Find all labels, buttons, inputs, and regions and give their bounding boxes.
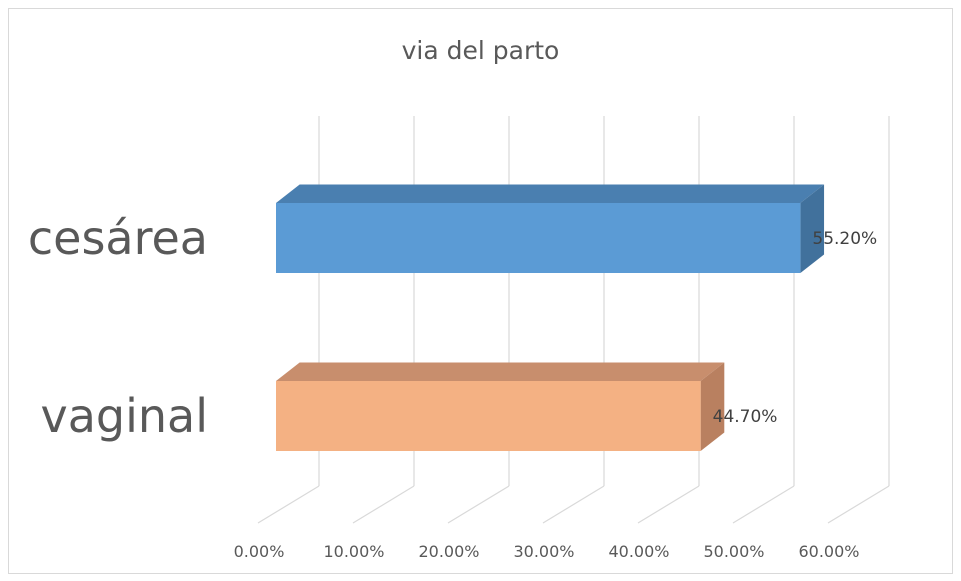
- bar-side-face: [800, 184, 825, 273]
- gridlines: [257, 116, 890, 524]
- chart-frame: [8, 8, 953, 574]
- floor-gridline: [637, 485, 700, 524]
- bar: [276, 203, 801, 273]
- data-label: 44.70%: [713, 407, 778, 427]
- floor-gridline: [257, 485, 320, 524]
- category-label: cesárea: [28, 211, 208, 265]
- x-tick-label: 30.00%: [513, 542, 574, 561]
- bar-side-face: [700, 362, 725, 451]
- x-tick-label: 10.00%: [323, 542, 384, 561]
- x-tick-labels: 0.00% 10.00% 20.00% 30.00% 40.00% 50.00% 60.00…: [234, 542, 860, 561]
- data-labels: 55.20% 44.70%: [713, 229, 878, 427]
- floor-gridline: [447, 485, 510, 524]
- x-tick-label: 50.00%: [703, 542, 764, 561]
- floor-gridline: [352, 485, 415, 524]
- floor-gridline: [732, 485, 795, 524]
- bar-top-face: [276, 184, 825, 203]
- data-label: 55.20%: [812, 229, 877, 249]
- bars: [276, 184, 825, 451]
- chart-title: via del parto: [401, 36, 560, 65]
- floor-gridline: [542, 485, 605, 524]
- bar: [276, 381, 701, 451]
- bar-top-face: [276, 362, 725, 381]
- category-labels: cesárea vaginal: [28, 211, 208, 443]
- x-tick-label: 40.00%: [608, 542, 669, 561]
- x-tick-label: 60.00%: [798, 542, 859, 561]
- category-label: vaginal: [40, 389, 208, 443]
- floor-gridline: [827, 485, 890, 524]
- x-tick-label: 0.00%: [234, 542, 285, 561]
- x-tick-label: 20.00%: [418, 542, 479, 561]
